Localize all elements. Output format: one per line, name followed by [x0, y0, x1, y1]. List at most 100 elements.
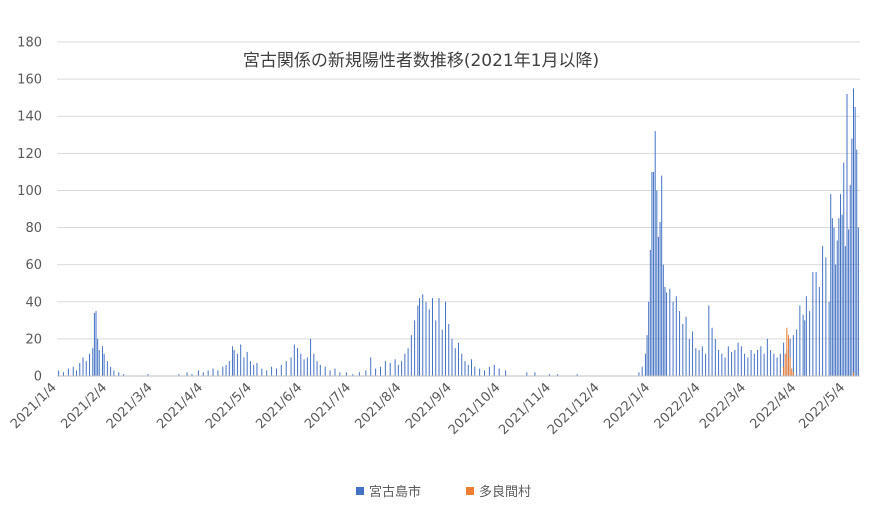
bar-miyakojima-177 [833, 227, 835, 376]
bar-miyakojima-148 [747, 357, 749, 376]
bar-miyakojima-145 [737, 342, 739, 376]
chart-title: 宮古関係の新規陽性者数推移(2021年1月以降) [243, 51, 599, 71]
y-tick-label: 120 [17, 147, 42, 162]
y-tick-label: 100 [17, 184, 42, 199]
y-tick-label: 160 [17, 73, 42, 88]
bar-miyakojima-40 [253, 364, 255, 376]
bar-miyakojima-100 [493, 364, 495, 376]
bar-miyakojima-34 [233, 350, 235, 376]
bar-miyakojima-155 [770, 350, 772, 376]
bar-miyakojima-140 [721, 353, 723, 376]
bar-miyakojima-183 [843, 162, 845, 376]
bar-miyakojima-25 [197, 370, 199, 376]
bar-tarama-5 [791, 368, 793, 376]
bar-miyakojima-15 [103, 353, 105, 376]
bar-miyakojima-85 [438, 298, 440, 376]
bar-miyakojima-76 [410, 335, 412, 376]
bar-miyakojima-73 [401, 361, 403, 376]
legend-label-0: 宮古島市 [369, 484, 421, 500]
bar-miyakojima-122 [664, 286, 666, 376]
bar-miyakojima-179 [836, 240, 838, 376]
bar-miyakojima-113 [649, 249, 651, 376]
bar-miyakojima-169 [812, 272, 814, 376]
legend: 宮古島市 多良間村 [356, 484, 531, 500]
bar-miyakojima-65 [365, 370, 367, 376]
bar-miyakojima-192 [857, 227, 859, 376]
bar-miyakojima-117 [656, 190, 658, 376]
y-tick-label: 40 [25, 295, 42, 310]
bar-tarama-7 [853, 372, 854, 376]
bar-miyakojima-89 [451, 338, 453, 376]
bar-miyakojima-6 [82, 357, 84, 376]
bar-miyakojima-17 [110, 366, 112, 376]
bar-miyakojima-96 [474, 366, 476, 376]
bar-miyakojima-175 [830, 194, 832, 376]
bar-miyakojima-146 [740, 346, 742, 376]
bar-miyakojima-78 [417, 305, 419, 376]
bar-miyakojima-110 [644, 353, 646, 376]
bar-tarama-0 [783, 366, 785, 376]
bar-miyakojima-24 [191, 374, 193, 376]
bar-miyakojima-152 [760, 346, 762, 376]
bar-miyakojima-170 [815, 272, 817, 376]
bar-miyakojima-27 [207, 370, 209, 376]
bar-miyakojima-53 [306, 357, 308, 376]
bar-miyakojima-41 [256, 363, 258, 376]
bar-miyakojima-50 [297, 348, 299, 376]
bar-miyakojima-26 [202, 372, 204, 376]
bar-miyakojima-112 [648, 301, 650, 376]
bar-miyakojima-132 [695, 348, 697, 376]
bar-miyakojima-8 [89, 353, 91, 376]
bar-miyakojima-142 [727, 346, 729, 376]
bar-miyakojima-93 [464, 361, 466, 376]
bar-miyakojima-119 [659, 221, 661, 376]
bar-miyakojima-168 [809, 311, 811, 376]
bar-miyakojima-20 [123, 374, 125, 376]
bar-tarama-3 [787, 335, 789, 376]
bar-miyakojima-16 [106, 361, 108, 376]
bar-miyakojima-45 [275, 368, 277, 376]
bar-miyakojima-92 [461, 353, 463, 376]
bar-miyakojima-99 [488, 366, 490, 376]
bar-miyakojima-164 [799, 305, 801, 376]
bar-miyakojima-48 [290, 357, 292, 376]
bar-miyakojima-36 [240, 344, 242, 376]
bar-miyakojima-4 [76, 370, 78, 376]
bar-miyakojima-87 [445, 301, 446, 376]
bar-miyakojima-156 [773, 353, 775, 376]
y-tick-label: 80 [25, 221, 42, 236]
bar-miyakojima-176 [831, 218, 833, 376]
bar-miyakojima-70 [389, 363, 391, 376]
bar-miyakojima-144 [734, 350, 736, 376]
bar-tarama-1 [784, 353, 786, 376]
bar-miyakojima-106 [557, 374, 559, 376]
bar-miyakojima-178 [835, 264, 837, 376]
bar-miyakojima-46 [280, 364, 282, 376]
bar-miyakojima-90 [454, 348, 456, 376]
bar-miyakojima-57 [319, 364, 321, 376]
bar-miyakojima-31 [225, 364, 227, 376]
bar-miyakojima-21 [147, 374, 149, 376]
bar-miyakojima-55 [313, 353, 315, 376]
bar-miyakojima-154 [766, 338, 768, 376]
bar-miyakojima-64 [358, 372, 360, 376]
bar-miyakojima-135 [705, 353, 707, 376]
bar-miyakojima-107 [576, 374, 578, 376]
bar-miyakojima-54 [310, 338, 312, 376]
bar-tarama-4 [789, 357, 791, 376]
bar-miyakojima-12 [97, 338, 99, 376]
bar-miyakojima-134 [701, 346, 703, 376]
bar-miyakojima-5 [79, 363, 81, 376]
bar-miyakojima-83 [431, 298, 433, 376]
bar-miyakojima-35 [236, 353, 238, 376]
bar-miyakojima-127 [679, 311, 681, 376]
bar-miyakojima-131 [692, 331, 694, 376]
bar-miyakojima-39 [249, 361, 251, 376]
bar-miyakojima-158 [779, 353, 781, 376]
bar-miyakojima-124 [669, 288, 671, 376]
bar-miyakojima-189 [853, 88, 854, 376]
y-tick-label: 60 [25, 258, 42, 273]
bar-miyakojima-98 [484, 370, 486, 376]
